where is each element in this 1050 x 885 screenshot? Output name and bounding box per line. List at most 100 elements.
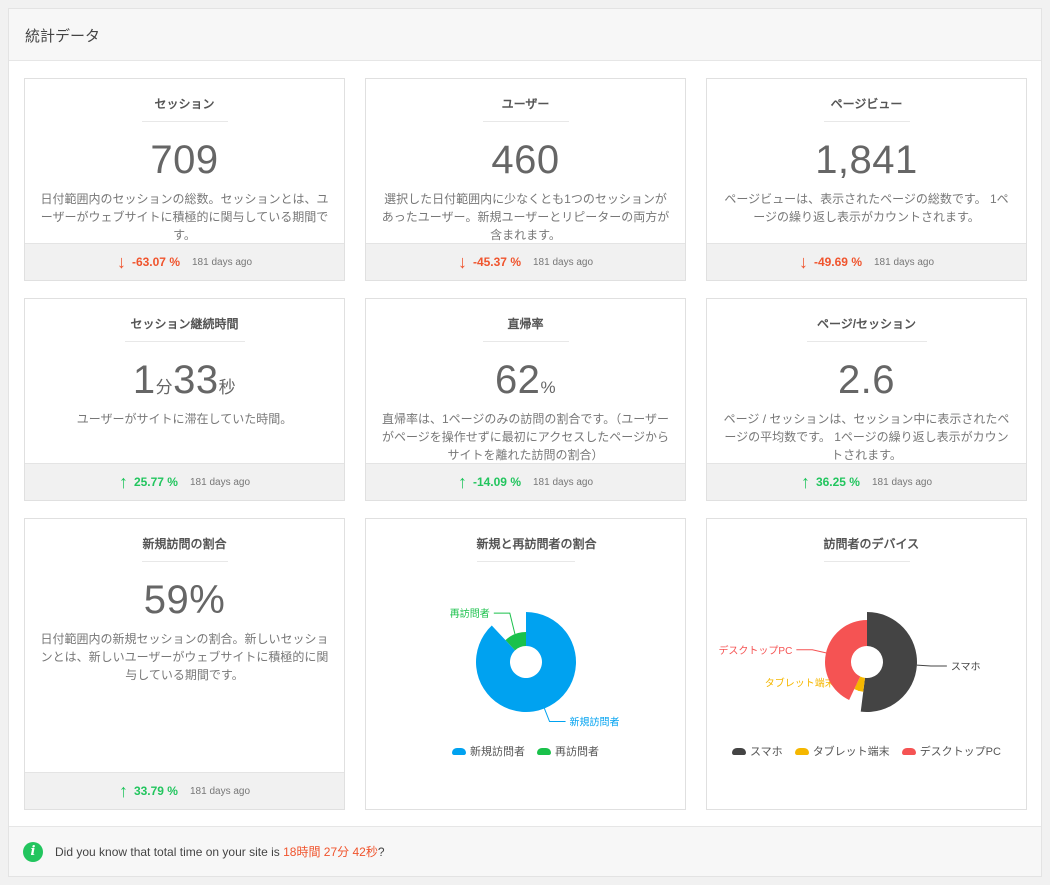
legend-item-0[interactable]: スマホ: [732, 743, 783, 759]
legend-swatch: [452, 747, 466, 755]
total-time-info-bar: i Did you know that total time on your s…: [9, 826, 1041, 876]
bounce-rate-value: 62: [494, 358, 541, 402]
legend-label: 新規訪問者: [470, 746, 525, 758]
card-value: 59%: [143, 578, 226, 622]
arrow-down-icon: ↓: [457, 252, 467, 272]
change-time: 181 days ago: [189, 476, 251, 488]
slice-label-2: デスクトップPC: [718, 644, 792, 657]
legend-swatch: [794, 747, 809, 755]
change-percent: -63.07 %: [131, 255, 180, 269]
users-card: ユーザー 460 選択した日付範囲内に少なくとも1つのセッションがあったユーザー…: [365, 78, 686, 281]
card-value: 62%: [366, 358, 685, 402]
card-value: 1,841: [815, 138, 918, 182]
visitor-devices-chart-card: 訪問者のデバイス スマホ タブレット端末 デスクトップPC スマホ タブレット端末 デス…: [706, 518, 1027, 810]
info-icon: i: [23, 841, 43, 862]
stats-panel: 統計データ セッション 709 日付範囲内のセッションの総数。セッションとは、ユ…: [8, 8, 1042, 877]
info-suffix: ?: [377, 844, 385, 859]
card-footer: ↓ -63.07 % 181 days ago: [25, 243, 344, 280]
card-footer: ↑ -14.09 % 181 days ago: [366, 463, 685, 500]
change-time: 181 days ago: [532, 476, 594, 488]
legend-item-1[interactable]: 再訪問者: [537, 743, 599, 759]
pageviews-card: ページビュー 1,841 ページビューは、表示されたページの総数です。 1ページ…: [706, 78, 1027, 281]
leader-line-0: [916, 664, 947, 667]
legend-swatch: [537, 747, 551, 755]
arrow-up-icon: ↑: [800, 472, 810, 492]
arrow-down-icon: ↓: [798, 252, 808, 272]
arrow-down-icon: ↓: [116, 252, 126, 272]
leader-line-2: [796, 649, 827, 654]
change-time: 181 days ago: [532, 256, 594, 268]
change-percent: -49.69 %: [813, 255, 862, 269]
card-title: ページ/セッション: [806, 315, 927, 342]
card-value: 460: [491, 138, 560, 182]
legend-item-0[interactable]: 新規訪問者: [452, 743, 525, 759]
pages-per-session-card: ページ/セッション 2.6 ページ / セッションは、セッション中に表示されたペ…: [706, 298, 1027, 501]
legend-label: 再訪問者: [555, 746, 599, 758]
card-title: 新規訪問の割合: [141, 535, 228, 562]
seconds-unit: 秒: [218, 378, 237, 397]
pie-slice-2[interactable]: [825, 620, 867, 701]
change-time: 181 days ago: [871, 476, 933, 488]
card-footer: ↓ -49.69 % 181 days ago: [707, 243, 1026, 280]
card-description: 日付範囲内のセッションの総数。セッションとは、ユーザーがウェブサイトに積極的に関…: [40, 192, 329, 242]
card-title: ページビュー: [823, 95, 910, 122]
new-visit-rate-card: 新規訪問の割合 59% 日付範囲内の新規セッションの割合。新しいセッションとは、…: [24, 518, 345, 810]
minutes-unit: 分: [155, 378, 174, 397]
pie-slice-1[interactable]: [505, 632, 526, 651]
sessions-card: セッション 709 日付範囲内のセッションの総数。セッションとは、ユーザーがウェ…: [24, 78, 345, 281]
chart-title: 新規と再訪問者の割合: [476, 535, 597, 562]
card-value: 2.6: [837, 358, 896, 402]
slice-label-1: タブレット端末: [765, 676, 835, 689]
card-footer: ↓ -45.37 % 181 days ago: [366, 243, 685, 280]
leader-line-0: [543, 708, 566, 723]
change-percent: -45.37 %: [472, 255, 521, 269]
visitor-devices-chart: スマホ タブレット端末 デスクトップPC: [707, 559, 1028, 809]
card-description: 選択した日付範囲内に少なくとも1つのセッションがあったユーザー。新規ユーザーとリ…: [381, 192, 670, 242]
change-percent: 36.25 %: [815, 475, 860, 489]
total-time-value: 18時間 27分 42秒: [283, 845, 378, 859]
legend-label: デスクトップPC: [919, 746, 1001, 758]
chart-legend: 新規訪問者 再訪問者: [366, 743, 685, 759]
card-title: 直帰率: [482, 315, 569, 342]
legend-item-1[interactable]: タブレット端末: [794, 743, 890, 759]
change-time: 181 days ago: [191, 256, 253, 268]
card-footer: ↑ 33.79 % 181 days ago: [25, 772, 344, 809]
slice-label-1: 再訪問者: [450, 607, 490, 620]
legend-swatch: [901, 747, 916, 755]
legend-swatch: [732, 747, 747, 755]
card-footer: ↑ 36.25 % 181 days ago: [707, 463, 1026, 500]
slice-label-0: スマホ: [951, 661, 981, 673]
card-title: ユーザー: [482, 95, 569, 122]
arrow-up-icon: ↑: [457, 472, 467, 492]
new-vs-returning-chart: 新規訪問者 再訪問者: [366, 559, 687, 809]
leader-line-1: [493, 612, 516, 635]
arrow-up-icon: ↑: [118, 781, 128, 801]
card-description: ユーザーがサイトに滞在していた時間。: [76, 412, 293, 426]
new-vs-returning-chart-card: 新規と再訪問者の割合 新規訪問者 再訪問者 新規訪問者 再訪問者: [365, 518, 686, 810]
pie-slice-0[interactable]: [860, 612, 918, 712]
card-value: 709: [150, 138, 219, 182]
chart-legend: スマホ タブレット端末 デスクトップPC: [707, 743, 1026, 759]
change-percent: -14.09 %: [472, 475, 521, 489]
pie-slice-0[interactable]: [476, 612, 576, 712]
percent-unit: %: [540, 378, 557, 397]
card-title: セッション: [141, 95, 228, 122]
card-description: 日付範囲内の新規セッションの割合。新しいセッションとは、新しいユーザーがウェブサ…: [40, 632, 329, 682]
slice-label-0: 新規訪問者: [570, 716, 620, 729]
change-percent: 25.77 %: [133, 475, 178, 489]
card-description: ページ / セッションは、セッション中に表示されたページの平均数です。 1ページ…: [723, 412, 1010, 462]
info-text: Did you know that total time on your sit…: [55, 844, 284, 859]
arrow-up-icon: ↑: [118, 472, 128, 492]
donut-chart-svg: 新規訪問者 再訪問者: [450, 607, 620, 729]
card-value: 1分33秒: [25, 358, 344, 402]
change-percent: 33.79 %: [133, 784, 178, 798]
minutes-value: 1: [132, 358, 156, 402]
chart-title: 訪問者のデバイス: [823, 535, 919, 562]
legend-item-2[interactable]: デスクトップPC: [901, 743, 1001, 759]
session-duration-card: セッション継続時間 1分33秒 ユーザーがサイトに滞在していた時間。 ↑ 25.…: [24, 298, 345, 501]
card-description: ページビューは、表示されたページの総数です。 1ページの繰り返し表示がカウントさ…: [724, 192, 1009, 224]
legend-label: タブレット端末: [812, 746, 890, 758]
bounce-rate-card: 直帰率 62% 直帰率は、1ページのみの訪問の割合です。（ユーザーがページを操作…: [365, 298, 686, 501]
panel-title: 統計データ: [9, 9, 1041, 61]
